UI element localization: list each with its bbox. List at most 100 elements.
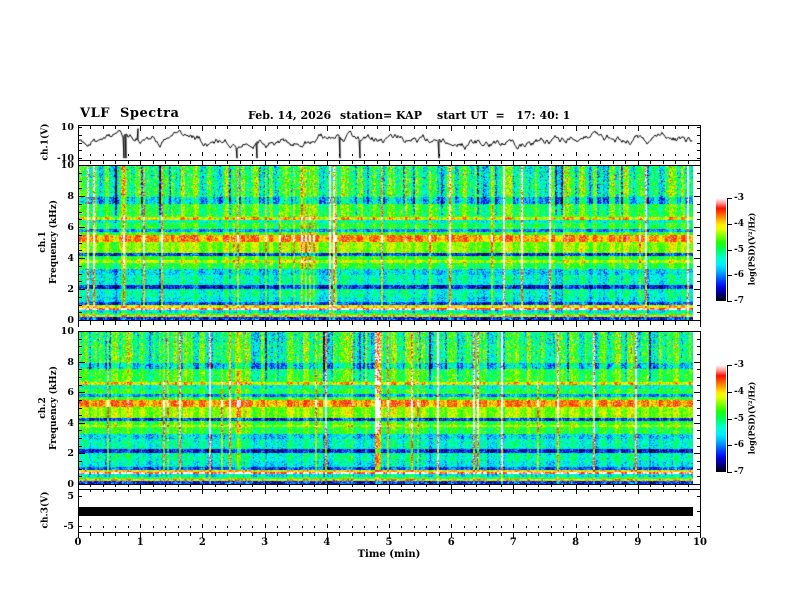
x-tick [277,154,278,156]
x-tick [414,485,415,487]
y-tick [79,289,85,290]
x-tick [613,161,614,164]
x-tick [165,154,166,156]
x-tick-label: 7 [509,537,517,548]
y-tick [79,423,85,424]
y-tick-label: 2 [67,284,74,295]
x-tick [252,161,253,164]
ch2-spectrogram-canvas [79,332,693,484]
x-tick [688,490,689,492]
x-tick [688,126,689,129]
x-tick [227,126,228,129]
x-tick [439,533,440,536]
x-tick [638,533,639,538]
x-tick [140,490,141,494]
x-tick [700,126,701,131]
y-tick [694,484,700,485]
y-tick [697,281,700,282]
x-tick [513,161,514,166]
x-tick [364,533,365,536]
x-tick [675,321,676,325]
y-tick [697,266,700,267]
x-tick [202,126,203,131]
y-tick [697,469,700,470]
x-tick [476,321,477,325]
x-tick [663,154,664,156]
x-tick [240,161,241,164]
x-tick [289,161,290,164]
x-tick-label: 10 [693,537,707,548]
x-tick [551,485,552,487]
x-tick [327,533,328,538]
x-tick [364,526,365,528]
y-tick [697,476,700,477]
x-tick [650,526,651,528]
x-tick [190,533,191,536]
x-tick [364,321,365,325]
x-tick [352,321,353,325]
colorbar-2-label: log(PSD)(V²/Hz) [746,381,757,455]
x-tick [190,490,191,492]
x-tick [401,126,402,129]
y-tick [79,476,82,477]
x-tick [78,321,79,327]
x-tick [265,533,266,538]
x-tick [426,533,427,536]
x-tick [265,321,266,327]
x-tick [339,161,340,164]
y-tick [79,339,82,340]
x-tick [414,490,415,492]
x-tick [352,154,353,156]
y-tick [79,266,82,267]
x-tick [289,526,290,528]
x-tick [650,154,651,156]
x-tick [265,126,266,131]
x-tick [327,161,328,166]
y-tick [697,312,700,313]
x-tick [563,161,564,164]
x-tick [215,526,216,528]
y-tick [79,188,82,189]
x-tick [700,524,701,528]
x-tick [302,161,303,164]
y-tick [79,400,82,401]
x-tick [526,533,527,536]
x-tick [588,526,589,528]
x-tick [538,154,539,156]
y-tick-label: 8 [67,191,74,202]
x-tick [364,485,365,487]
x-tick [103,533,104,536]
x-tick [638,524,639,528]
x-tick [215,485,216,487]
x-tick [663,126,664,129]
x-tick [277,485,278,487]
y-tick-label: 4 [67,417,74,429]
x-tick [688,154,689,156]
y-tick [79,362,85,363]
y-tick [79,331,85,332]
x-tick [178,154,179,156]
x-tick [576,126,577,131]
x-tick [165,490,166,492]
x-tick [526,490,527,492]
y-tick-label: 10 [60,160,74,171]
x-tick [551,526,552,528]
x-tick [240,154,241,156]
x-tick [426,485,427,487]
x-tick [289,485,290,487]
x-tick [78,485,79,489]
x-tick [178,533,179,536]
x-tick [563,490,564,492]
x-tick [252,533,253,536]
x-tick [401,526,402,528]
colorbar-tick [727,275,732,277]
y-tick [697,526,700,527]
x-tick [513,152,514,156]
x-tick [663,485,664,487]
x-tick [227,321,228,325]
x-tick [538,321,539,325]
y-tick [694,392,700,393]
x-tick [265,485,266,489]
x-tick [314,126,315,129]
y-tick [79,469,82,470]
